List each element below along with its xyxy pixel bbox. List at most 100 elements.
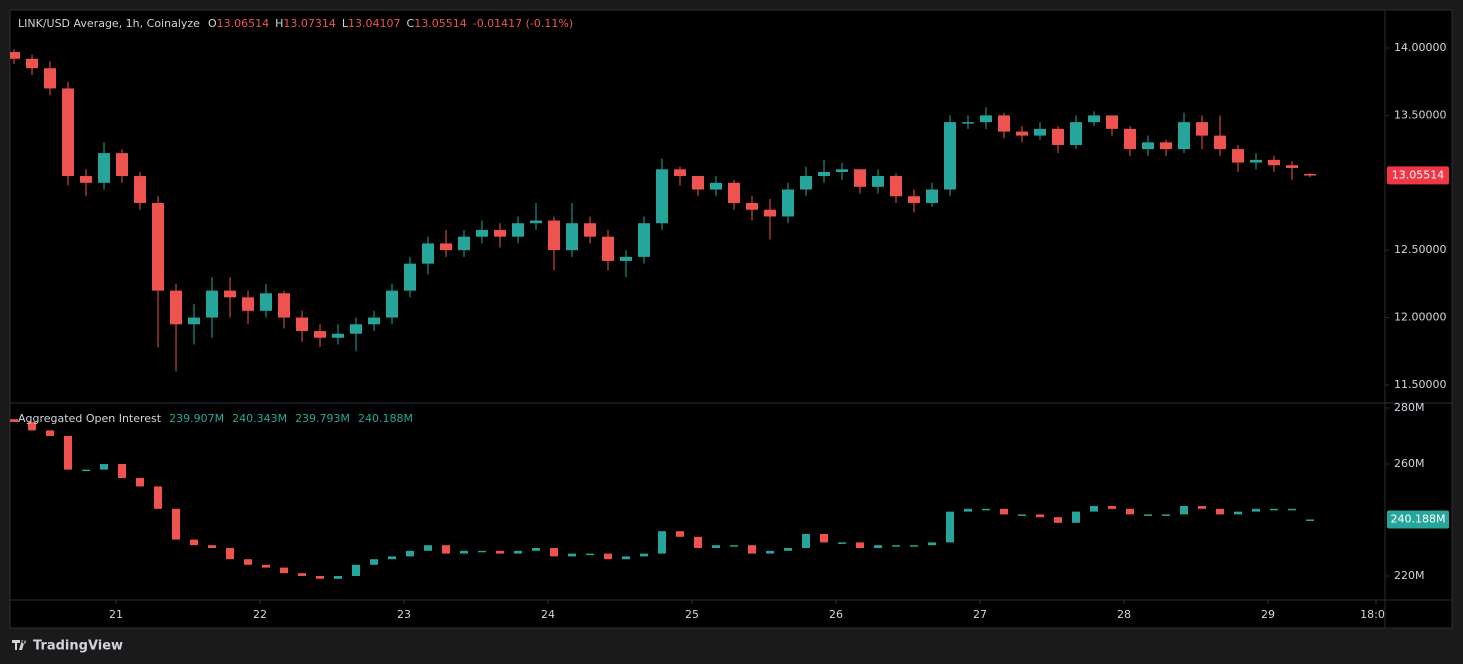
candle-body bbox=[1196, 122, 1209, 136]
candle-body bbox=[1142, 142, 1155, 150]
chart-frame bbox=[9, 9, 1453, 629]
candle-body bbox=[260, 293, 273, 311]
candle-body bbox=[1088, 115, 1101, 123]
candle-body bbox=[80, 176, 93, 183]
candle-body bbox=[1016, 131, 1029, 136]
indicator-title: Aggregated Open Interest bbox=[18, 412, 162, 425]
candle-body bbox=[782, 189, 795, 217]
ohlc-label: C bbox=[407, 17, 415, 30]
candle-body bbox=[1108, 506, 1117, 509]
candle-body bbox=[278, 293, 291, 318]
candle-body bbox=[172, 508, 181, 540]
y-tick-label: 280M bbox=[1394, 401, 1425, 414]
indicator-value: 239.793M bbox=[295, 412, 350, 425]
candle-body bbox=[566, 223, 579, 251]
candle-body bbox=[44, 68, 57, 89]
candle-body bbox=[892, 545, 901, 547]
indicator-value: 240.188M bbox=[358, 412, 413, 425]
candle-body bbox=[1234, 511, 1243, 515]
candle-body bbox=[386, 290, 399, 318]
candle-body bbox=[604, 553, 613, 560]
candle-body bbox=[998, 115, 1011, 132]
ohlc-label: L bbox=[342, 17, 349, 30]
candle-body bbox=[1054, 517, 1063, 523]
candle-body bbox=[820, 534, 829, 543]
candle-body bbox=[764, 209, 777, 217]
candle-body bbox=[64, 436, 73, 470]
y-tick-label: 12.50000 bbox=[1394, 243, 1447, 256]
last-value-label: 13.05514 bbox=[1392, 168, 1445, 181]
indicator-value: 240.343M bbox=[232, 412, 287, 425]
price-header: LINK/USD Average, 1h, Coinalyze O13.06514… bbox=[18, 17, 573, 30]
candle-body bbox=[188, 317, 201, 325]
plot: 21 22 23 24 25 26 27 28 29 18:00 bbox=[10, 49, 1385, 621]
candle-body bbox=[674, 169, 687, 177]
candle-body bbox=[244, 559, 253, 565]
ohlc-value: 13.06514 bbox=[217, 17, 270, 30]
candle-body bbox=[964, 508, 973, 512]
candle-body bbox=[62, 88, 75, 177]
candle-body bbox=[226, 548, 235, 560]
candle-body bbox=[406, 550, 415, 557]
candle-body bbox=[746, 202, 759, 210]
candle-body bbox=[530, 220, 543, 224]
candle-body bbox=[262, 564, 271, 568]
candle-body bbox=[568, 553, 577, 557]
x-tick-label: 25 bbox=[685, 608, 699, 621]
candle-body bbox=[1018, 514, 1027, 516]
candle-body bbox=[1214, 135, 1227, 150]
x-tick-label: 27 bbox=[973, 608, 987, 621]
candle-body bbox=[1034, 128, 1047, 136]
candle-body bbox=[728, 182, 741, 203]
candle-body bbox=[10, 419, 19, 423]
candle-body bbox=[1252, 508, 1261, 512]
candle-body bbox=[658, 531, 667, 554]
candle-body bbox=[692, 176, 705, 190]
candle-body bbox=[1090, 506, 1099, 512]
candle-body bbox=[118, 464, 127, 479]
candle-body bbox=[1250, 159, 1263, 163]
candle-body bbox=[640, 553, 649, 557]
candle-body bbox=[800, 176, 813, 190]
tradingview-logo[interactable]: TradingView bbox=[12, 639, 123, 654]
candle-body bbox=[476, 229, 489, 237]
candle-body bbox=[622, 556, 631, 560]
candle-body bbox=[494, 229, 507, 237]
candle-body bbox=[1270, 508, 1279, 511]
candle-body bbox=[206, 290, 219, 318]
candle-body bbox=[1126, 508, 1135, 515]
last-value-tag bbox=[1387, 166, 1449, 185]
candle-body bbox=[442, 545, 451, 554]
candle-body bbox=[514, 550, 523, 554]
candle-body bbox=[1178, 122, 1191, 150]
candle-body bbox=[532, 548, 541, 551]
candle-body bbox=[962, 122, 975, 124]
candle-body bbox=[944, 122, 957, 190]
x-tick-label: 23 bbox=[397, 608, 411, 621]
ohlc-value: 13.05514 bbox=[414, 17, 467, 30]
candle-body bbox=[1288, 508, 1297, 511]
oi-header: Aggregated Open Interest 239.907M 240.343M… bbox=[18, 412, 413, 425]
candle-body bbox=[190, 539, 199, 546]
y-tick-label: 14.00000 bbox=[1394, 41, 1447, 54]
candle-body bbox=[116, 153, 129, 177]
candle-body bbox=[478, 550, 487, 553]
candle-body bbox=[352, 564, 361, 577]
candle-body bbox=[154, 486, 163, 509]
ohlc-value: 13.07314 bbox=[283, 17, 336, 30]
candle-body bbox=[712, 545, 721, 549]
candle-body bbox=[1232, 149, 1245, 163]
candle-body bbox=[1072, 511, 1081, 523]
candle-body bbox=[1306, 519, 1315, 521]
candle-body bbox=[1216, 508, 1225, 515]
candle-body bbox=[856, 542, 865, 549]
candle-body bbox=[1180, 506, 1189, 515]
candle-body bbox=[224, 290, 237, 298]
candle-body bbox=[496, 550, 505, 554]
candle-body bbox=[170, 290, 183, 325]
logo-icon bbox=[12, 640, 26, 650]
candle-body bbox=[784, 548, 793, 551]
candle-body bbox=[82, 469, 91, 472]
candle-body bbox=[334, 576, 343, 579]
